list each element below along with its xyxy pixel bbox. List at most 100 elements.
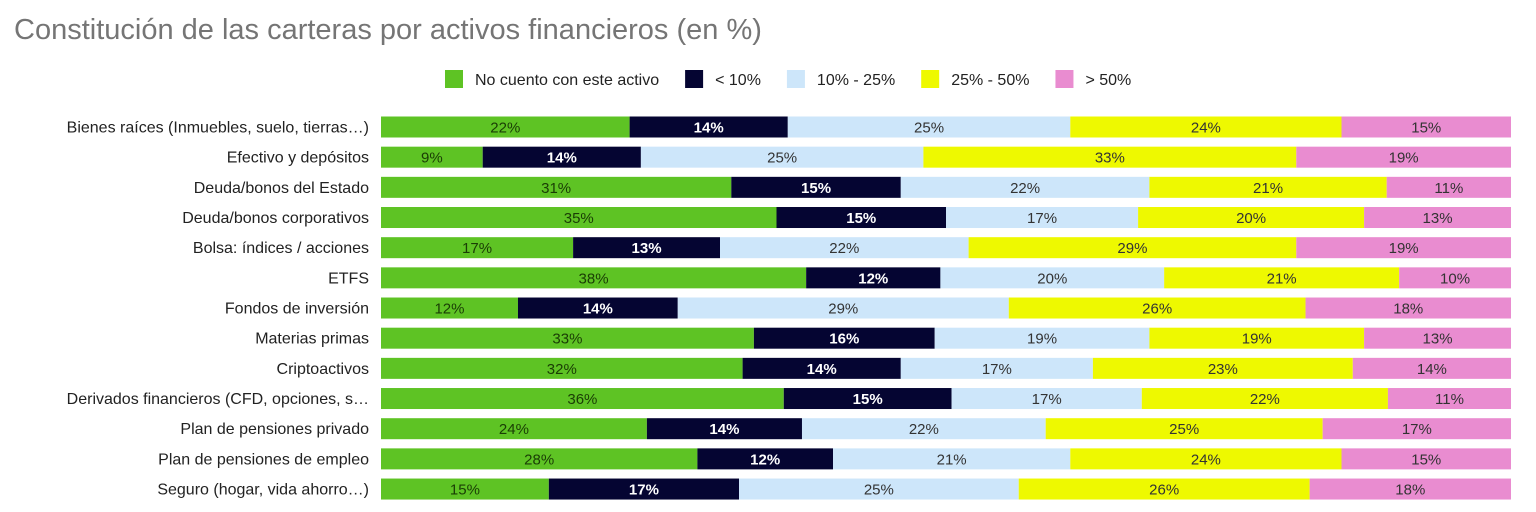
bar-segment[interactable] xyxy=(900,357,1093,379)
bar-segment[interactable] xyxy=(482,146,641,168)
legend-item-5[interactable]: > 50% xyxy=(1055,70,1131,89)
bar-segment[interactable] xyxy=(739,478,1019,500)
bar-segment[interactable] xyxy=(381,146,483,168)
bar-segment[interactable] xyxy=(381,357,743,379)
bar-segment[interactable] xyxy=(946,207,1139,229)
bar-segment[interactable] xyxy=(381,327,754,349)
bar-segment[interactable] xyxy=(1309,478,1511,500)
bar-segment[interactable] xyxy=(968,237,1297,259)
bar-segment[interactable] xyxy=(1296,237,1511,259)
bar-segment[interactable] xyxy=(776,207,947,229)
data-label: 17% xyxy=(1402,421,1432,438)
bar-segment[interactable] xyxy=(629,116,788,138)
bar-segment[interactable] xyxy=(697,448,833,470)
bar-segment[interactable] xyxy=(381,176,732,198)
bar-segment[interactable] xyxy=(1341,116,1512,138)
bar-row-fondos-de-inversi-n xyxy=(381,297,1511,319)
data-label: 20% xyxy=(1236,210,1266,227)
data-label: 33% xyxy=(1095,150,1125,167)
data-label: 28% xyxy=(524,451,554,468)
category-label: Derivados financieros (CFD, opciones, s… xyxy=(67,391,369,408)
category-label: Deuda/bonos del Estado xyxy=(194,180,369,197)
data-label: 15% xyxy=(846,210,876,227)
bar-segment[interactable] xyxy=(742,357,901,379)
data-label: 31% xyxy=(541,180,571,197)
category-label: Bolsa: índices / acciones xyxy=(193,240,369,257)
data-label: 15% xyxy=(450,482,480,499)
bar-segment[interactable] xyxy=(381,207,777,229)
bar-segment[interactable] xyxy=(783,388,952,410)
bar-segment[interactable] xyxy=(517,297,678,319)
bar-segment[interactable] xyxy=(940,267,1165,289)
bar-segment[interactable] xyxy=(753,327,935,349)
bar-segment[interactable] xyxy=(1364,207,1511,229)
bar-segment[interactable] xyxy=(1341,448,1512,470)
bar-segment[interactable] xyxy=(1138,207,1365,229)
bar-segment[interactable] xyxy=(646,418,802,440)
bar-segment[interactable] xyxy=(1149,176,1387,198)
bar-segment[interactable] xyxy=(720,237,969,259)
bar-segment[interactable] xyxy=(1364,327,1511,349)
bar-segment[interactable] xyxy=(677,297,1009,319)
bar-segment[interactable] xyxy=(381,267,807,289)
bar-row-bienes-ra-ces-inmuebles-suelo-tierras xyxy=(381,116,1512,138)
bar-segment[interactable] xyxy=(381,388,784,410)
bar-segment[interactable] xyxy=(833,448,1071,470)
bar-row-criptoactivos xyxy=(381,357,1511,379)
data-label: 11% xyxy=(1435,391,1464,408)
data-label: 17% xyxy=(1032,391,1062,408)
legend-label: > 50% xyxy=(1085,72,1131,89)
bar-segment[interactable] xyxy=(801,418,1046,440)
bar-segment[interactable] xyxy=(1305,297,1511,319)
bar-segment[interactable] xyxy=(548,478,740,500)
bar-segment[interactable] xyxy=(1008,297,1306,319)
bar-segment[interactable] xyxy=(1322,418,1511,440)
bar-segment[interactable] xyxy=(1018,478,1310,500)
bar-segment[interactable] xyxy=(1399,267,1511,289)
data-label: 14% xyxy=(807,361,837,378)
bar-segment[interactable] xyxy=(787,116,1071,138)
bar-segment[interactable] xyxy=(1045,418,1323,440)
data-label: 22% xyxy=(909,421,939,438)
bar-segment[interactable] xyxy=(381,297,518,319)
legend-item-2[interactable]: < 10% xyxy=(685,70,761,89)
bar-segment[interactable] xyxy=(1149,327,1365,349)
bar-row-deuda-bonos-corporativos xyxy=(381,207,1511,229)
bar-segment[interactable] xyxy=(381,237,574,259)
legend-label: No cuento con este activo xyxy=(475,72,659,89)
bar-row-efectivo-y-dep-sitos xyxy=(381,146,1511,168)
data-label: 12% xyxy=(858,270,888,287)
data-label: 24% xyxy=(1191,451,1221,468)
bar-segment[interactable] xyxy=(381,448,698,470)
bar-segment[interactable] xyxy=(900,176,1150,198)
legend-item-1[interactable]: No cuento con este activo xyxy=(445,70,659,89)
bar-segment[interactable] xyxy=(1164,267,1400,289)
data-label: 15% xyxy=(801,180,831,197)
data-label: 18% xyxy=(1393,301,1423,318)
data-label: 20% xyxy=(1037,270,1067,287)
bar-segment[interactable] xyxy=(1352,357,1511,379)
bar-segment[interactable] xyxy=(951,388,1142,410)
bar-segment[interactable] xyxy=(381,478,549,500)
legend-item-4[interactable]: 25% - 50% xyxy=(921,70,1029,89)
data-label: 23% xyxy=(1208,361,1238,378)
bar-segment[interactable] xyxy=(1070,116,1342,138)
bar-segment[interactable] xyxy=(1296,146,1511,168)
bar-segment[interactable] xyxy=(1386,176,1511,198)
bar-segment[interactable] xyxy=(1092,357,1353,379)
bar-segment[interactable] xyxy=(1070,448,1342,470)
bar-segment[interactable] xyxy=(381,418,647,440)
bar-segment[interactable] xyxy=(640,146,924,168)
bar-row-deuda-bonos-del-estado xyxy=(381,176,1511,198)
legend-label: < 10% xyxy=(715,72,761,89)
data-label: 24% xyxy=(1191,120,1221,137)
bar-segment[interactable] xyxy=(1387,388,1511,410)
bar-segment[interactable] xyxy=(381,116,630,138)
bar-segment[interactable] xyxy=(573,237,720,259)
bar-segment[interactable] xyxy=(1141,388,1388,410)
bar-segment[interactable] xyxy=(806,267,941,289)
bar-segment[interactable] xyxy=(923,146,1297,168)
bar-segment[interactable] xyxy=(934,327,1150,349)
legend-item-3[interactable]: 10% - 25% xyxy=(786,70,895,89)
bar-segment[interactable] xyxy=(731,176,901,198)
